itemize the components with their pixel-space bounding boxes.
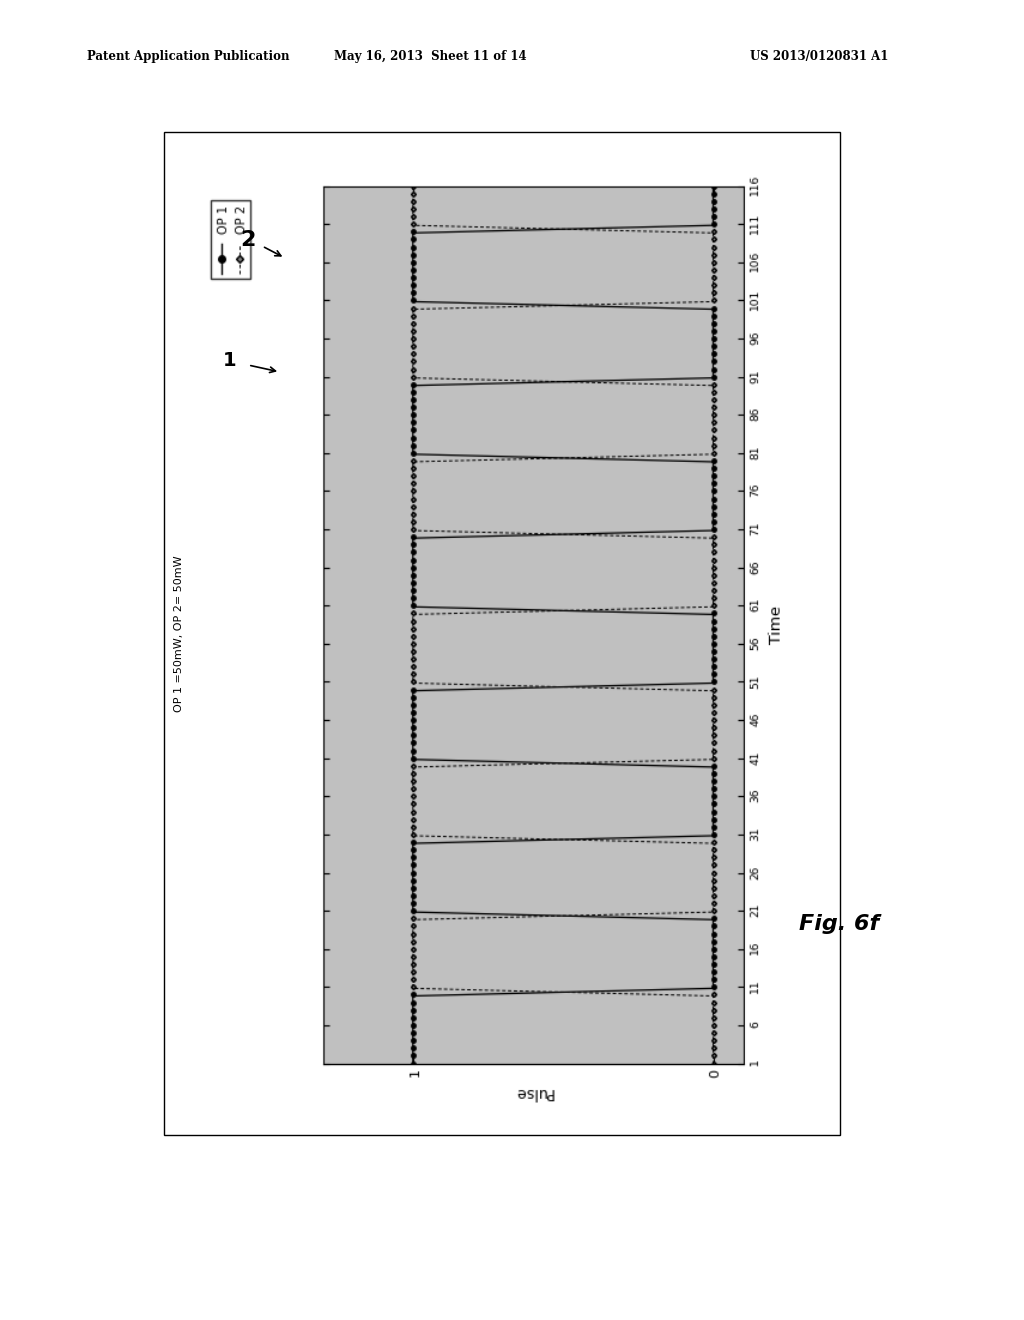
Text: 1: 1 [223,351,237,370]
Text: Fig. 6f: Fig. 6f [799,913,879,935]
Text: May 16, 2013  Sheet 11 of 14: May 16, 2013 Sheet 11 of 14 [334,50,526,63]
Text: Patent Application Publication: Patent Application Publication [87,50,290,63]
Text: US 2013/0120831 A1: US 2013/0120831 A1 [750,50,889,63]
Text: 2: 2 [241,230,256,249]
Text: OP 1 =50mW, OP 2= 50mW: OP 1 =50mW, OP 2= 50mW [174,556,184,711]
